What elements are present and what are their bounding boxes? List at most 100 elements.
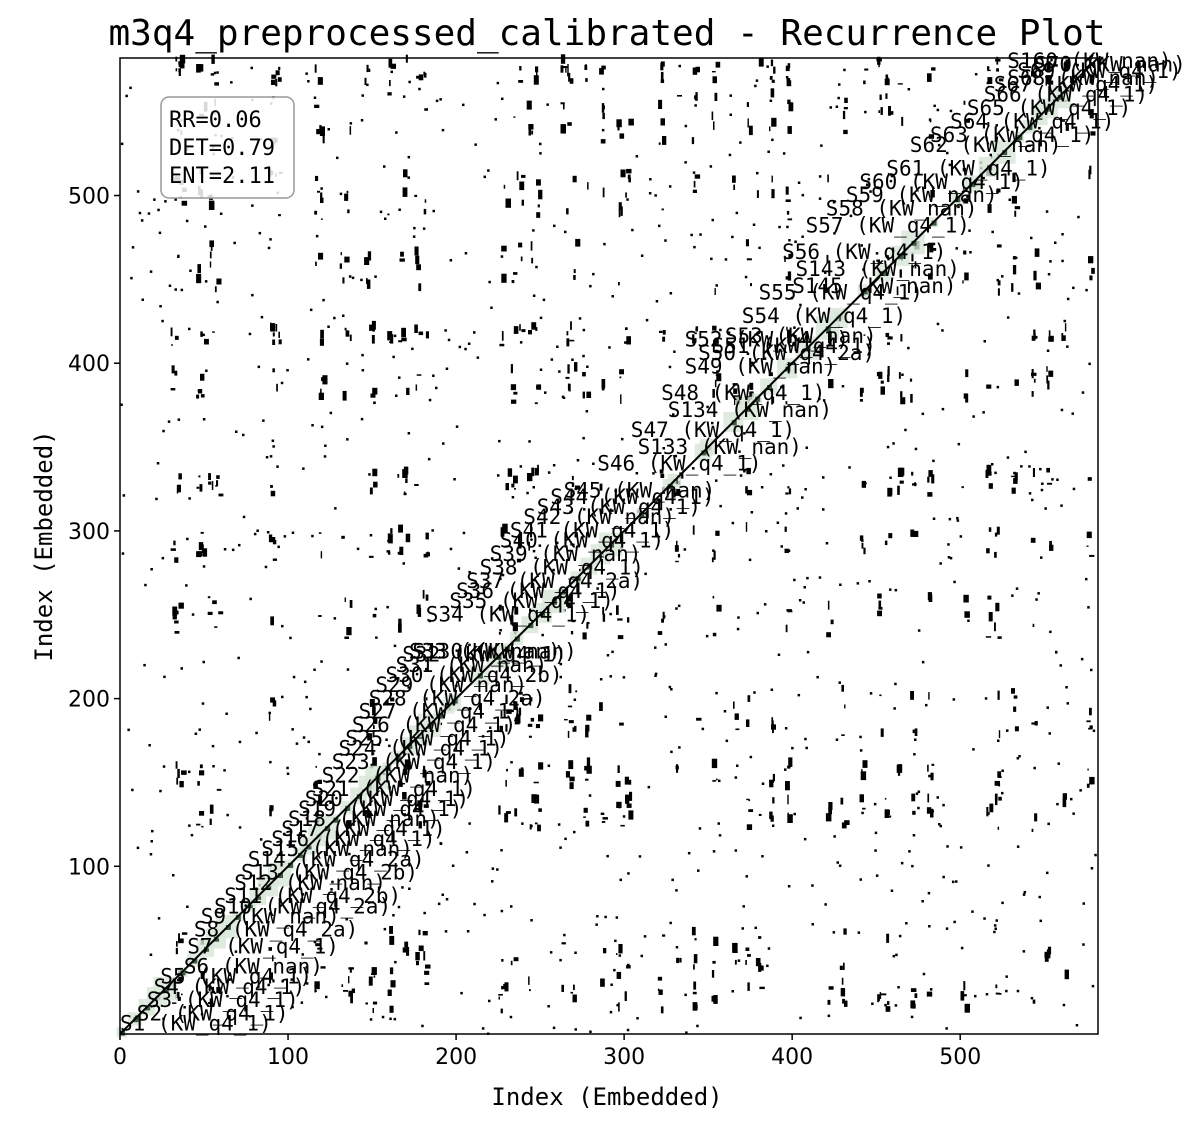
stat-ent: ENT=2.11 [169, 164, 275, 189]
segment-label: S53 (KW_nan) [725, 324, 877, 348]
segment-label: S1 (KW_q4_1) [120, 1012, 272, 1036]
segment-label: S62 (KW_nan) [910, 133, 1062, 157]
segment-label: S18 (KW_nan) [288, 807, 440, 831]
segment-label: S17 (KW_q4_1) [281, 817, 445, 841]
recurrence-texture [120, 54, 1097, 1035]
segment-label: S13 (KW_q4_2b) [241, 861, 418, 885]
segment-label: S133 (KW_nan) [638, 435, 802, 459]
segment-label: S24 (KW_q4_1) [339, 737, 503, 761]
segment-label: S14 (KW_q4_2a) [248, 847, 425, 871]
segment-label: S66 (KW_q4_1) [984, 83, 1148, 107]
segment-label: S42 (KW_nan) [523, 505, 675, 529]
segment-label: S69 (KW_q4_1) [1017, 59, 1181, 83]
segment-label: S59 (KW_nan) [846, 183, 998, 207]
segment-label: S145 (KW_nan) [792, 274, 956, 298]
segment-label: S43 (KW_q4_1) [537, 495, 701, 519]
y-tick-label: 400 [68, 352, 110, 377]
segment-label: S6 (KW_nan) [184, 955, 323, 979]
segment-label: S8 (KW_q4_2a) [194, 918, 358, 942]
segment-label: S45 (KW_nan) [564, 478, 716, 502]
segment-label: S23 (KW_q4_1) [332, 750, 496, 774]
segment-label: S130 (KW_nan) [412, 639, 576, 663]
segment-label: S37 (KW_q4_2a) [466, 569, 643, 593]
segment-label: S40 (KW_q4_1) [500, 529, 664, 553]
stats-box: RR=0.06 DET=0.79 ENT=2.11 [160, 96, 295, 199]
x-axis: 0 100 200 300 400 500 [113, 1034, 981, 1070]
segment-label: S3 (KW_q4_1) [147, 988, 299, 1012]
segment-label: S34 (KW_q4_1) [426, 603, 590, 627]
segment-label: S39 (KW_nan) [490, 542, 642, 566]
stat-det: DET=0.79 [169, 136, 275, 161]
segment-label: S134 (KW_nan) [668, 398, 832, 422]
segment-label: S67 (KW_q4_1) [994, 73, 1158, 97]
x-tick-label: 500 [939, 1045, 981, 1070]
segment-label: S51 (KW_q4_1) [712, 334, 876, 358]
x-tick-label: 300 [603, 1045, 645, 1070]
segment-label: S12 (KW_nan) [234, 871, 386, 895]
segment-label: S20 (KW_q4_1) [305, 787, 469, 811]
x-axis-label: Index (Embedded) [491, 1083, 722, 1111]
segment-label: S29 (KW_nan) [375, 673, 527, 697]
segment-label: S33 (KW_nan) [409, 639, 561, 663]
segment-label: S19 (KW_q4_1) [298, 797, 462, 821]
x-tick-label: 0 [113, 1045, 127, 1070]
segment-label: S49 (KW_nan) [685, 354, 837, 378]
segment-label: S22 (KW_nan) [322, 764, 474, 788]
segment-label: S54 (KW_q4_1) [742, 304, 906, 328]
segment-label: S48 (KW_q4_1) [661, 381, 825, 405]
segment-label: S4 (KW_q4_1) [154, 975, 306, 999]
segment-labels: S1 (KW_q4_1)S2 (KW_q4_1)S3 (KW_q4_1)S4 (… [120, 49, 1186, 1036]
segment-label: S55 (KW_q4_1) [759, 281, 923, 305]
segment-label: S31 (KW_nan) [396, 653, 548, 677]
segment-label: S68 (KW_nan) [1007, 66, 1159, 90]
y-axis: 100 200 300 400 500 [68, 185, 120, 880]
y-tick-label: 500 [68, 185, 110, 210]
segment-label: S5 (KW_q4_1) [160, 965, 312, 989]
segment-label: S160 (KW_nan) [1007, 49, 1171, 73]
stats-box-frame [160, 96, 295, 199]
x-tick-label: 200 [435, 1045, 477, 1070]
segment-label: S7 (KW_q4_1) [187, 935, 339, 959]
segment-label: S143 (KW_nan) [796, 257, 960, 281]
plot-frame [119, 57, 1099, 1035]
segment-label: S47 (KW_q4_1) [631, 418, 795, 442]
segment-label: S41 (KW_q4_1) [510, 519, 674, 543]
segment-label: S32 (KW_q4_1) [402, 643, 566, 667]
segment-label: S10 (KW_q4_2a) [214, 894, 391, 918]
chart-title: m3q4_preprocessed_calibrated - Recurrenc… [109, 13, 1106, 54]
y-tick-label: 300 [68, 520, 110, 545]
stat-rr: RR=0.06 [169, 108, 262, 133]
segment-label: S30 (KW_q4_2b) [386, 663, 563, 687]
y-axis-label: Index (Embedded) [30, 430, 58, 661]
segment-label: S46 (KW_q4_1) [597, 452, 761, 476]
segment-label: S70 (KW_nan) [1034, 52, 1186, 76]
segment-label: S28 (KW_q4_2a) [369, 686, 546, 710]
segment-label: S64 (KW_q4_1) [950, 109, 1114, 133]
segment-label: S63 (KW_q4_1) [930, 123, 1094, 147]
segment-label: S25 (KW_q4_1) [345, 727, 509, 751]
y-tick-label: 200 [68, 688, 110, 713]
segment-label: S58 (KW_nan) [826, 197, 978, 221]
segment-label: S57 (KW_q4_1) [806, 213, 970, 237]
segment-label: S60 (KW_q4_1) [859, 170, 1023, 194]
x-tick-label: 400 [771, 1045, 813, 1070]
segment-label: S36 (KW_q4_1) [456, 579, 620, 603]
segment-label: S11 (KW_q4_2b) [224, 884, 401, 908]
plot-area: S1 (KW_q4_1)S2 (KW_q4_1)S3 (KW_q4_1)S4 (… [116, 49, 1186, 1038]
segment-label: S15 (KW_nan) [261, 837, 413, 861]
segment-label: S56 (KW_q4_1) [782, 240, 946, 264]
segment-label: S26 (KW_q4_1) [352, 713, 516, 737]
segment-label: S44 (KW_q4_1) [550, 485, 714, 509]
segment-label: S35 (KW_q4_1) [449, 589, 613, 613]
segment-label: S27 (KW_q4_1) [359, 700, 523, 724]
segment-label: S50 (KW_q4_2a) [698, 341, 875, 365]
x-tick-label: 100 [267, 1045, 309, 1070]
segment-label: S9 (KW_nan) [201, 904, 340, 928]
segment-label: S65 (KW_q4_1) [967, 96, 1131, 120]
segment-label: S21 (KW_q4_1) [312, 777, 476, 801]
y-tick-label: 100 [68, 855, 110, 880]
diagonal-segments [116, 57, 1099, 1038]
segment-label: S2 (KW_q4_1) [137, 1002, 289, 1026]
